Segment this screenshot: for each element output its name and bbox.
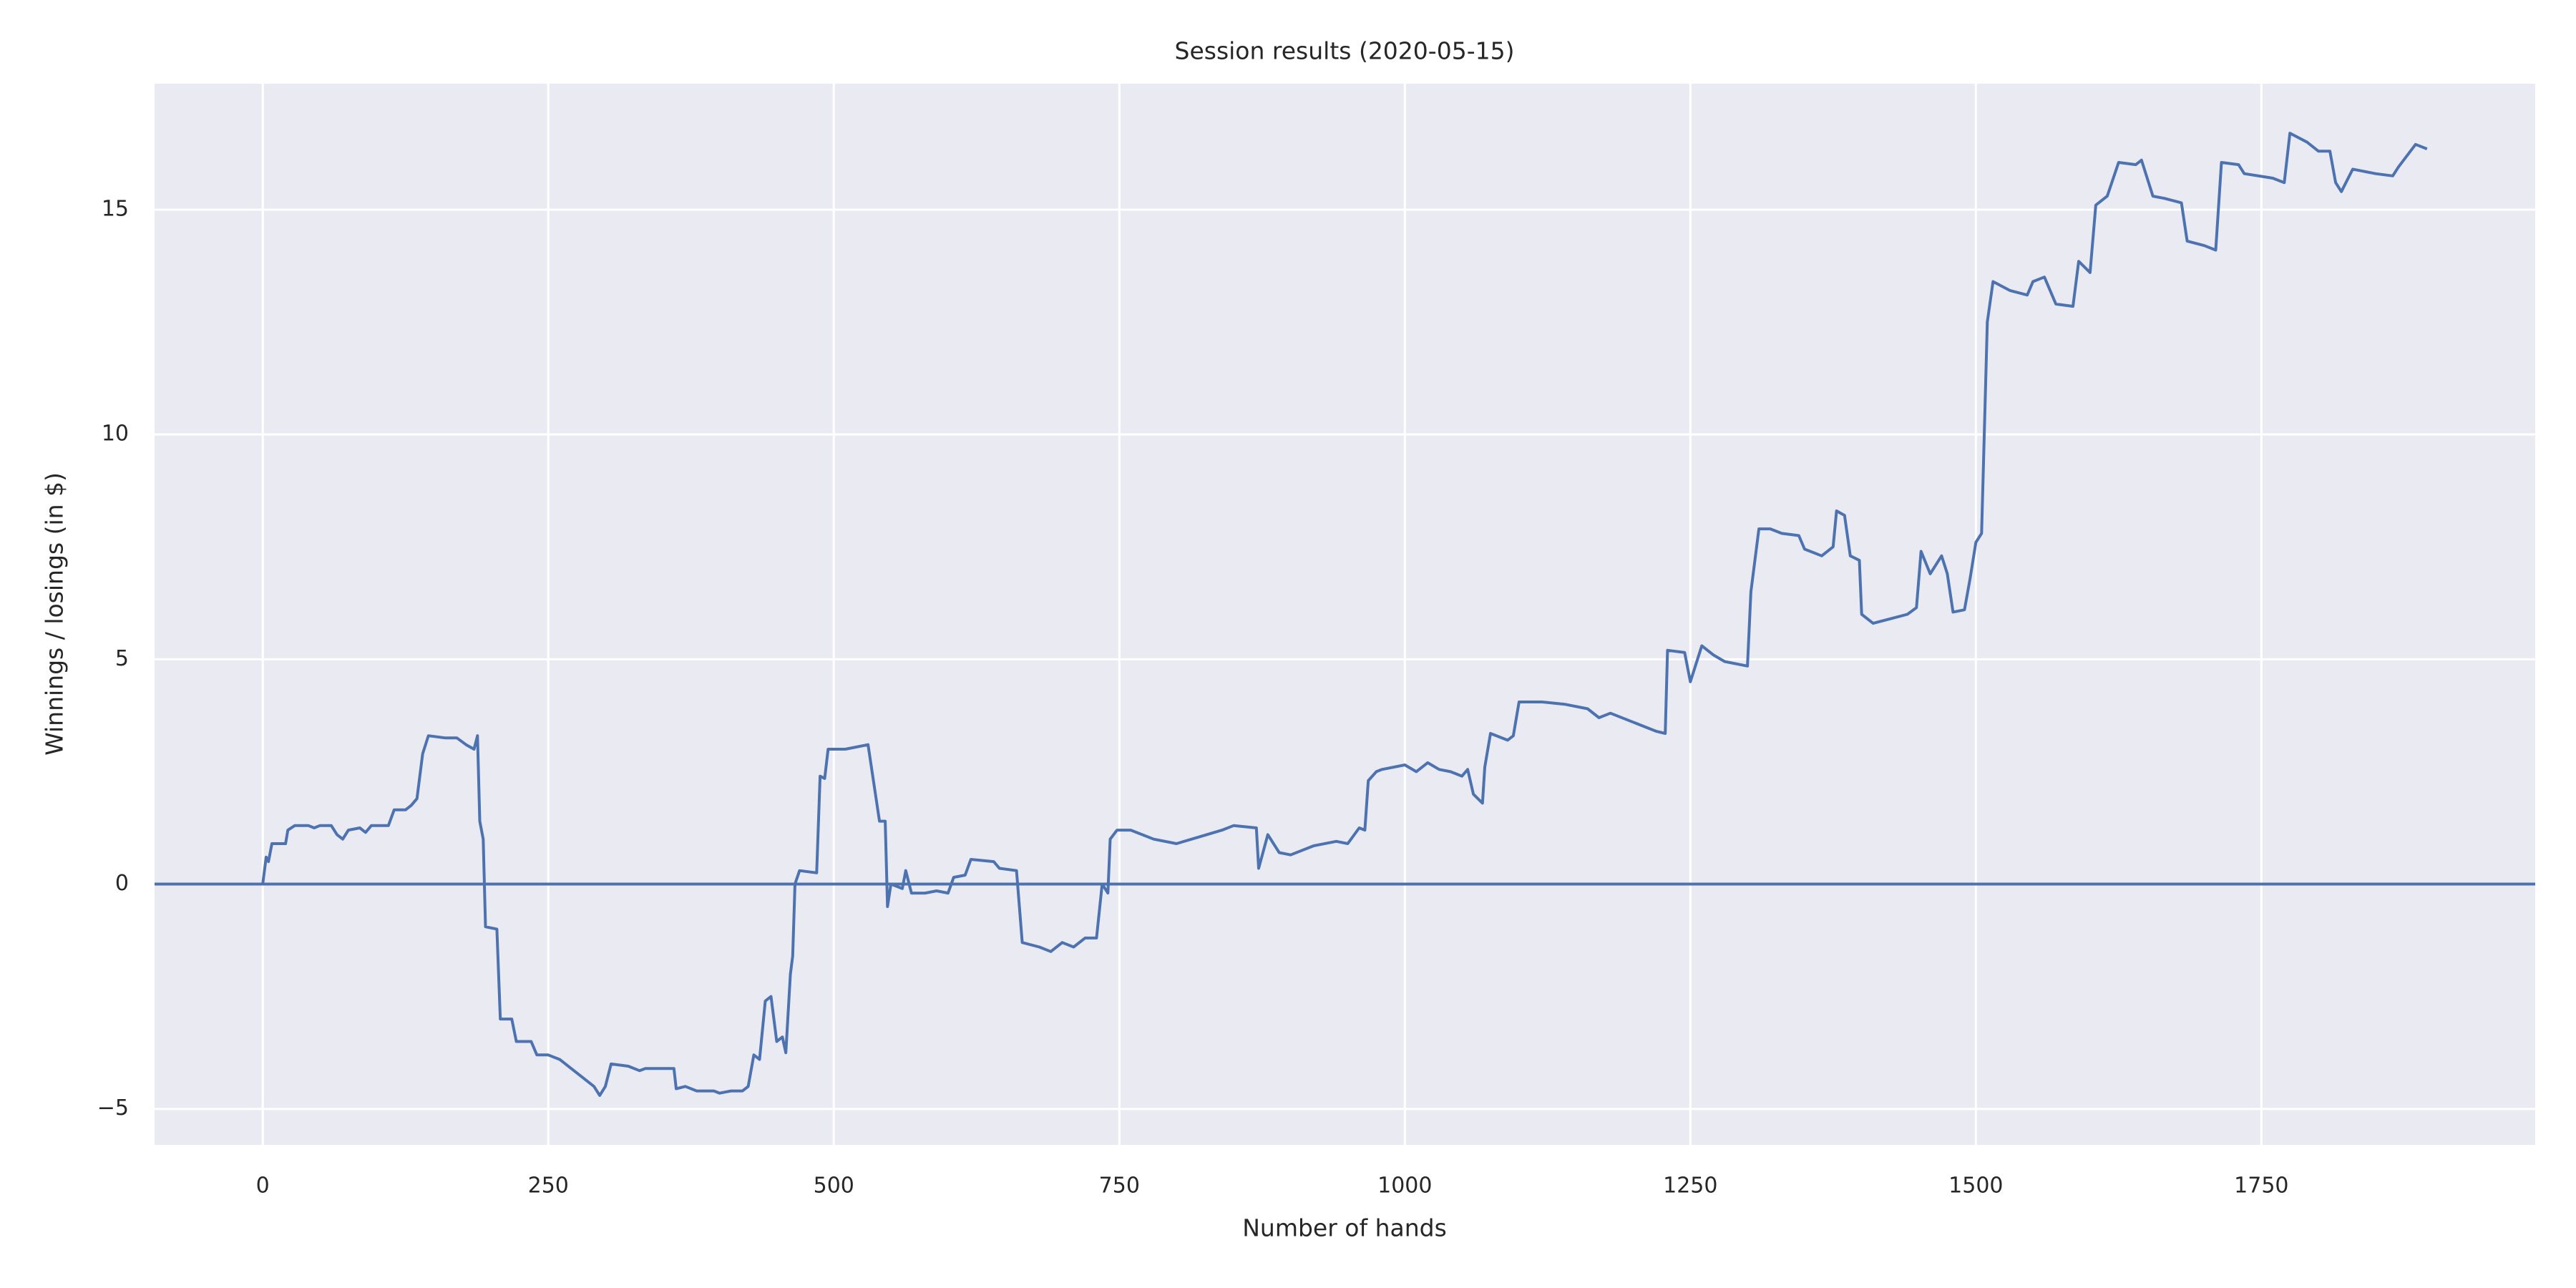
y-tick-label: 15 bbox=[102, 196, 129, 221]
data-line bbox=[261, 132, 2428, 1097]
y-tick-label: 0 bbox=[115, 871, 129, 896]
x-tick-label: 1250 bbox=[1663, 1174, 1717, 1199]
x-tick-label: 1500 bbox=[1948, 1174, 2003, 1199]
x-tick-label: 1000 bbox=[1377, 1174, 1432, 1199]
x-tick-label: 750 bbox=[1099, 1174, 1140, 1199]
y-tick-label: 10 bbox=[102, 421, 129, 447]
y-tick-label: −5 bbox=[97, 1096, 129, 1121]
x-tick-label: 500 bbox=[814, 1174, 854, 1199]
x-tick-label: 0 bbox=[256, 1174, 270, 1199]
y-tick-label: 5 bbox=[115, 646, 129, 671]
x-axis-label: Number of hands bbox=[1242, 1214, 1447, 1242]
y-axis-label: Winnings / losings (in $) bbox=[41, 472, 69, 756]
chart-title: Session results (2020-05-15) bbox=[1175, 37, 1515, 65]
x-tick-label: 250 bbox=[528, 1174, 569, 1199]
x-tick-label: 1750 bbox=[2234, 1174, 2288, 1199]
plot-area bbox=[155, 84, 2535, 1145]
